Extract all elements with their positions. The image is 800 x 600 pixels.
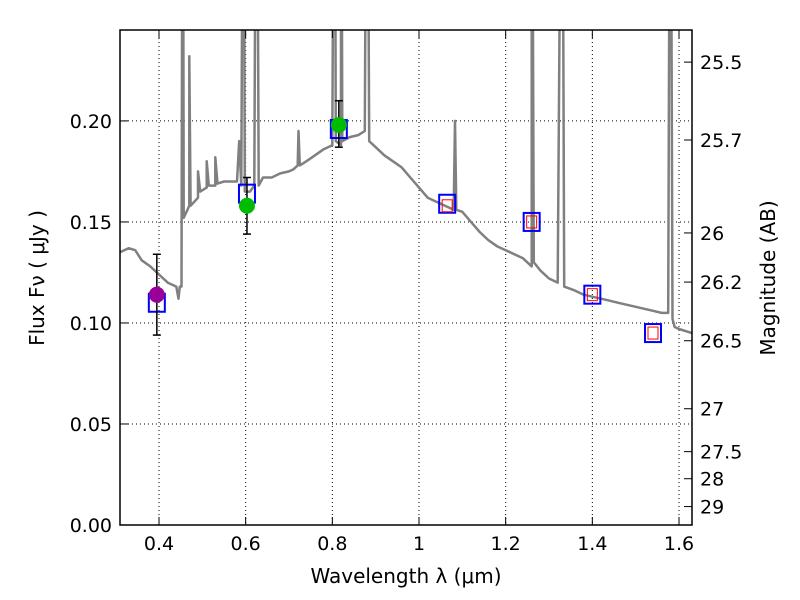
x-tick-label: 0.6 xyxy=(231,533,261,555)
observed-flux-point xyxy=(238,197,255,214)
x-tick-label: 1.4 xyxy=(577,533,607,555)
upper-limit-square xyxy=(526,215,538,229)
right-tick-label: 27 xyxy=(700,399,724,421)
right-tick-label: 26 xyxy=(700,223,724,245)
right-tick-label: 28 xyxy=(700,469,724,491)
y-tick-label: 0.15 xyxy=(70,212,112,234)
upper-limit-square xyxy=(441,199,453,213)
grid-lines xyxy=(120,30,692,525)
model-photometry-square xyxy=(438,193,457,214)
observed-flux-point xyxy=(330,116,347,133)
x-tick-label: 1.2 xyxy=(491,533,521,555)
right-tick-label: 27.5 xyxy=(700,442,742,464)
tick-labels: 0.4 0.6 0.8 1 1.2 1.4 1.6 0.00 0.05 0.10 0.15 0.20 2… xyxy=(70,52,743,555)
plot-area xyxy=(120,30,692,344)
right-tick-label: 25.7 xyxy=(700,130,742,152)
sed-model-line xyxy=(120,30,692,335)
y-tick-label: 0.10 xyxy=(70,313,112,335)
x-tick-label: 0.4 xyxy=(144,533,174,555)
axis-ticks xyxy=(120,30,692,526)
x-axis-label: Wavelength λ (μm) xyxy=(310,564,501,588)
model-photometry-square xyxy=(583,284,602,305)
y-tick-label: 0.00 xyxy=(70,515,112,537)
upper-limit-square xyxy=(586,288,598,302)
y-axis-label: Flux Fν ( μJy ) xyxy=(25,210,49,346)
right-tick-label: 29 xyxy=(700,497,724,519)
model-photometry-square xyxy=(522,211,541,232)
upper-limit-square xyxy=(647,326,659,340)
x-tick-label: 1 xyxy=(413,533,425,555)
right-axis-label: Magnitude (AB) xyxy=(756,200,780,355)
right-tick-label: 26.5 xyxy=(700,331,742,353)
x-tick-label: 1.6 xyxy=(664,533,694,555)
y-tick-label: 0.05 xyxy=(70,414,112,436)
x-tick-label: 0.8 xyxy=(317,533,347,555)
model-photometry-square xyxy=(644,323,662,344)
observed-flux-point xyxy=(148,286,165,303)
right-tick-label: 25.5 xyxy=(700,52,742,74)
right-tick-label: 26.2 xyxy=(700,272,742,294)
plot-frame xyxy=(119,29,693,526)
y-tick-label: 0.20 xyxy=(70,111,112,133)
